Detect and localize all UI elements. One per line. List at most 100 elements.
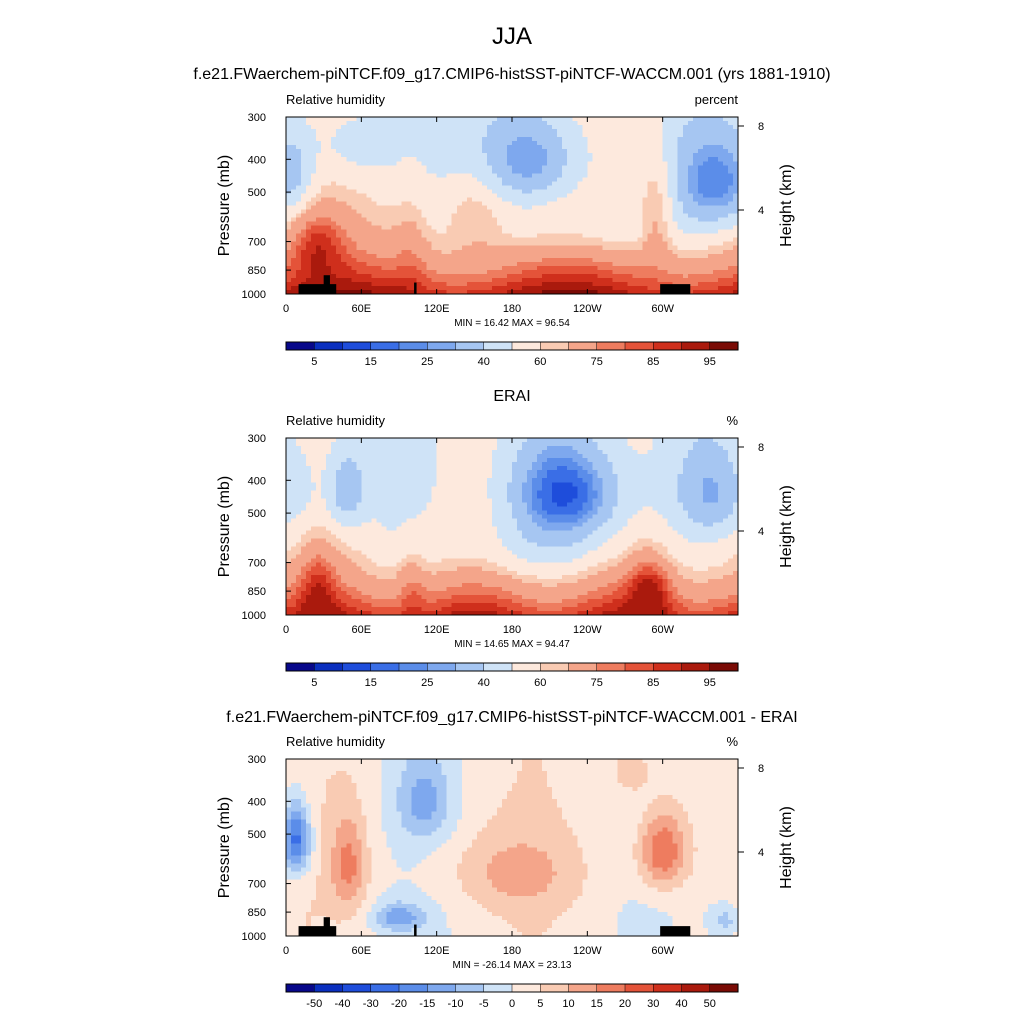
field-cell xyxy=(361,117,367,122)
field-cell xyxy=(386,137,393,142)
field-cell xyxy=(416,261,423,267)
field-cell xyxy=(692,133,699,138)
field-cell xyxy=(682,225,689,231)
field-cell xyxy=(346,141,352,146)
field-cell xyxy=(496,225,503,231)
field-cell xyxy=(311,261,317,267)
field-cell xyxy=(682,201,689,207)
field-cell xyxy=(527,229,533,235)
field-cell xyxy=(617,277,624,283)
field-cell xyxy=(707,133,714,138)
field-cell xyxy=(296,277,302,283)
field-cell xyxy=(376,153,383,158)
field-cell xyxy=(557,478,563,483)
field-cell xyxy=(456,141,463,146)
field-cell xyxy=(657,450,664,455)
field-cell xyxy=(647,289,654,295)
field-cell xyxy=(421,281,428,287)
field-cell xyxy=(301,189,307,195)
field-cell xyxy=(471,133,478,138)
field-cell xyxy=(381,281,388,287)
field-cell xyxy=(321,153,327,158)
field-cell xyxy=(446,289,453,295)
field-cell xyxy=(411,221,418,227)
field-cell xyxy=(512,117,518,122)
field-cell xyxy=(326,177,332,182)
field-cell xyxy=(667,153,674,158)
field-cell xyxy=(707,213,714,219)
field-cell xyxy=(406,145,413,150)
field-cell xyxy=(366,478,372,483)
field-cell xyxy=(582,125,588,130)
field-cell xyxy=(421,273,428,279)
field-cell xyxy=(612,253,619,259)
field-cell xyxy=(501,245,508,251)
field-cell xyxy=(657,245,664,251)
field-cell xyxy=(416,117,423,122)
field-cell xyxy=(311,478,317,483)
field-cell xyxy=(486,169,493,174)
field-cell xyxy=(627,462,634,467)
field-cell xyxy=(306,478,312,483)
field-cell xyxy=(361,458,367,463)
field-cell xyxy=(401,474,408,479)
field-cell xyxy=(597,269,603,275)
field-cell xyxy=(572,121,578,126)
field-cell xyxy=(326,153,332,158)
field-cell xyxy=(406,133,413,138)
field-cell xyxy=(547,181,553,186)
field-cell xyxy=(692,233,699,239)
field-cell xyxy=(326,233,332,239)
field-cell xyxy=(622,277,629,283)
field-cell xyxy=(622,233,629,239)
field-cell xyxy=(542,273,548,279)
field-cell xyxy=(542,121,548,126)
field-cell xyxy=(446,177,453,182)
field-cell xyxy=(512,289,518,295)
field-cell xyxy=(582,145,588,150)
field-cell xyxy=(286,229,292,235)
field-cell xyxy=(542,213,548,219)
field-cell xyxy=(456,117,463,122)
field-cell xyxy=(527,462,533,467)
field-cell xyxy=(622,117,629,122)
field-cell xyxy=(617,165,624,170)
field-cell xyxy=(637,129,644,134)
field-cell xyxy=(577,221,583,227)
field-cell xyxy=(717,454,724,459)
field-cell xyxy=(351,241,357,247)
field-cell xyxy=(687,153,694,158)
field-cell xyxy=(446,209,453,215)
field-cell xyxy=(361,169,367,174)
field-cell xyxy=(547,217,553,223)
field-cell xyxy=(301,165,307,170)
field-cell xyxy=(607,458,614,463)
field-cell xyxy=(351,145,357,150)
field-cell xyxy=(326,185,332,191)
field-cell xyxy=(471,221,478,227)
field-cell xyxy=(587,478,593,483)
field-cell xyxy=(496,237,503,243)
field-cell xyxy=(291,173,297,178)
field-cell xyxy=(291,285,297,291)
field-cell xyxy=(341,157,347,162)
field-cell xyxy=(612,450,619,455)
field-cell xyxy=(727,237,734,243)
field-cell xyxy=(371,253,377,259)
field-cell xyxy=(426,454,433,459)
field-cell xyxy=(396,261,403,267)
field-cell xyxy=(582,221,588,227)
field-cell xyxy=(416,153,423,158)
field-cell xyxy=(331,117,337,122)
field-cell xyxy=(341,470,347,475)
field-cell xyxy=(501,273,508,279)
field-cell xyxy=(682,462,689,467)
field-cell xyxy=(351,261,357,267)
field-cell xyxy=(286,213,292,219)
field-cell xyxy=(627,185,634,191)
field-cell xyxy=(401,466,408,471)
field-cell xyxy=(486,229,493,235)
field-cell xyxy=(627,129,634,134)
field-cell xyxy=(341,289,347,295)
field-cell xyxy=(557,185,563,191)
